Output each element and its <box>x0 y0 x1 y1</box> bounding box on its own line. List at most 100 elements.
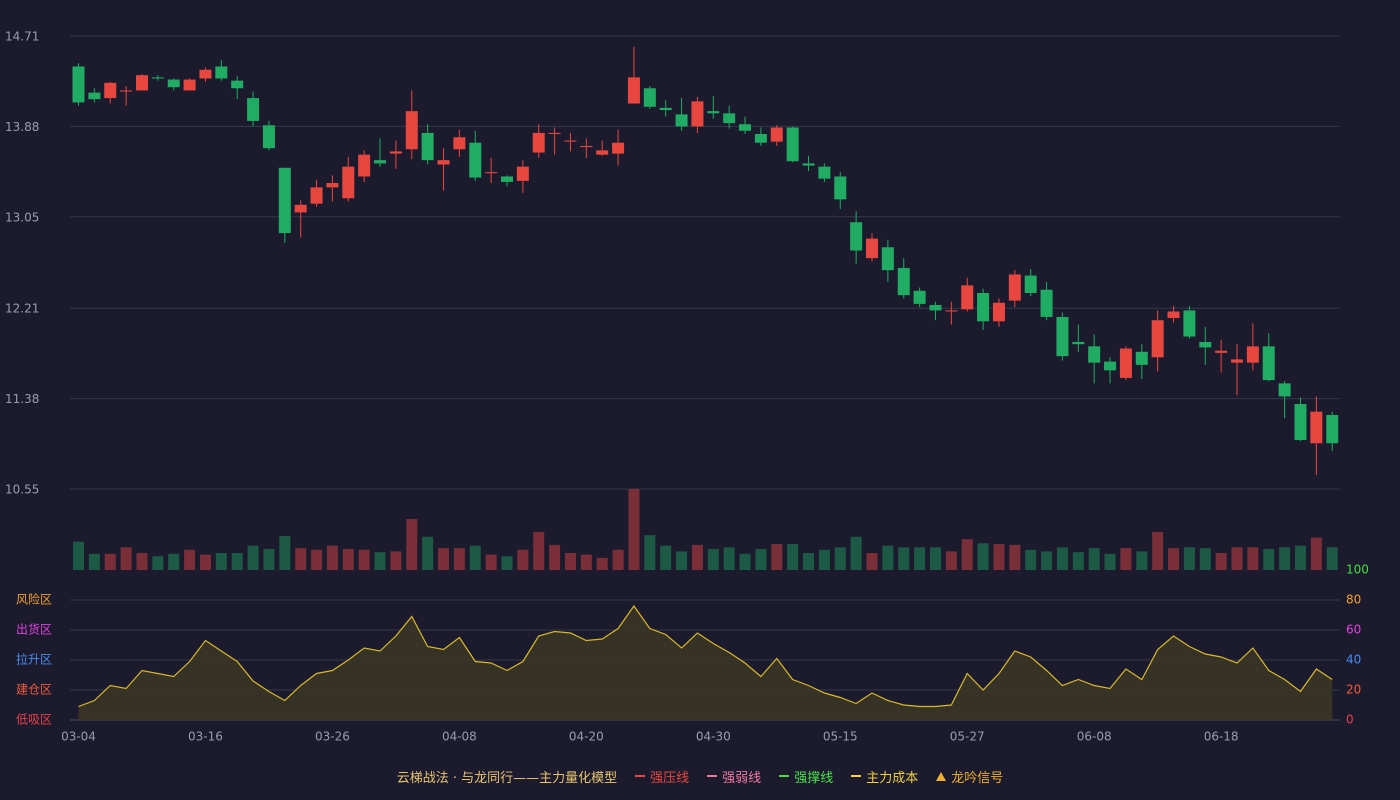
candle-body <box>691 101 704 127</box>
candle-body <box>961 285 974 310</box>
volume-bar <box>517 549 529 570</box>
zone-label: 建仓区 <box>16 683 52 697</box>
volume-bar <box>1294 545 1306 570</box>
candle-body <box>1294 404 1307 440</box>
candle-body <box>310 187 323 204</box>
candle-body <box>548 132 561 135</box>
x-tick-label: 03-26 <box>315 730 350 744</box>
y-tick-label: 11.38 <box>5 392 39 406</box>
candle-body <box>913 290 926 304</box>
volume-bar <box>104 553 116 570</box>
volume-bar <box>406 518 418 570</box>
volume-bar <box>453 548 465 570</box>
volume-bar <box>691 544 703 570</box>
candle-body <box>881 247 894 271</box>
candle-body <box>786 127 799 162</box>
volume-bar <box>660 545 672 570</box>
volume-bar <box>1168 548 1180 570</box>
candle-body <box>1135 351 1148 365</box>
volume-bar <box>993 544 1005 570</box>
candle-body <box>1119 348 1132 378</box>
candle-body <box>1024 275 1037 293</box>
volume-bar <box>1041 551 1053 570</box>
candle-body <box>612 142 625 154</box>
volume-bar <box>850 536 862 570</box>
candle-body <box>532 132 545 153</box>
volume-bar <box>977 543 989 570</box>
legend-symbol <box>779 775 790 777</box>
y-tick-label: 0 <box>1346 713 1354 727</box>
candle-body <box>627 77 640 104</box>
y-tick-label: 80 <box>1346 593 1361 607</box>
volume-bar <box>1120 548 1132 570</box>
legend-item: 主力成本 <box>851 767 918 786</box>
volume-bar <box>1104 553 1116 570</box>
volume-bar <box>1263 548 1275 570</box>
legend-symbol <box>707 775 718 777</box>
volume-bar <box>723 547 735 570</box>
legend-label: 强压线 <box>650 770 690 786</box>
x-tick-label: 04-08 <box>442 730 477 744</box>
volume-bar <box>358 549 370 570</box>
volume-bar <box>295 548 307 570</box>
candle-body <box>992 302 1005 322</box>
x-tick-label: 05-27 <box>950 730 985 744</box>
volume-bar <box>342 548 354 570</box>
volume-bar <box>818 549 830 570</box>
candle-body <box>1072 341 1085 345</box>
y-tick-label: 12.21 <box>5 302 39 316</box>
volume-bar <box>676 551 688 570</box>
volume-bar <box>438 548 450 570</box>
x-tick-label: 06-08 <box>1077 730 1112 744</box>
volume-bar <box>152 556 164 570</box>
legend-label: 强撑线 <box>794 770 834 786</box>
legend-item: 强压线 <box>635 767 689 786</box>
legend-symbol <box>936 771 947 781</box>
volume-bar <box>628 489 640 570</box>
candle-body <box>1183 310 1196 337</box>
candle-body <box>1167 311 1180 319</box>
volume-bar <box>120 547 132 570</box>
candle-body <box>278 167 291 234</box>
candle-body <box>1310 411 1323 444</box>
volume-bar <box>787 544 799 570</box>
candle-body <box>247 98 260 121</box>
candle-body <box>1008 274 1021 301</box>
volume-bar <box>469 545 481 570</box>
legend-item: 强弱线 <box>707 767 761 786</box>
legend-label: 龙吟信号 <box>951 770 1004 786</box>
candle-body <box>1278 383 1291 397</box>
volume-bar <box>580 554 592 570</box>
volume-bar <box>215 552 227 570</box>
candle-body <box>1326 414 1339 444</box>
volume-bar <box>803 552 815 570</box>
volume-bar <box>961 539 973 570</box>
legend-item: 龙吟信号 <box>936 767 1003 786</box>
candle-body <box>850 222 863 251</box>
candle-body <box>167 79 180 88</box>
volume-bar <box>564 552 576 570</box>
volume-bar <box>136 552 148 570</box>
candle-body <box>723 113 736 124</box>
volume-bar <box>485 554 497 570</box>
candle-body <box>421 132 434 161</box>
volume-bar <box>1247 547 1259 570</box>
volume-bar <box>1215 552 1227 570</box>
y-tick-label: 13.88 <box>5 120 39 134</box>
y-tick-label: 20 <box>1346 683 1361 697</box>
volume-bar <box>1009 544 1021 570</box>
candle-body <box>1199 341 1212 348</box>
candle-body <box>866 238 878 259</box>
volume-bar <box>945 551 957 570</box>
volume-bar <box>834 547 846 570</box>
legend-symbol <box>851 775 862 777</box>
chart: 10.55 11.38 12.21 13.05 13.88 14.71 03-04 03-16… <box>5 30 1369 744</box>
y-tick-label: 100 <box>1346 563 1369 577</box>
line <box>78 604 1333 708</box>
volume-bar <box>184 549 196 570</box>
candle-body <box>739 124 752 131</box>
candle-body <box>1262 346 1275 381</box>
volume-bar <box>533 531 545 570</box>
volume-bar <box>898 547 910 570</box>
y-tick-label: 14.71 <box>5 30 39 44</box>
